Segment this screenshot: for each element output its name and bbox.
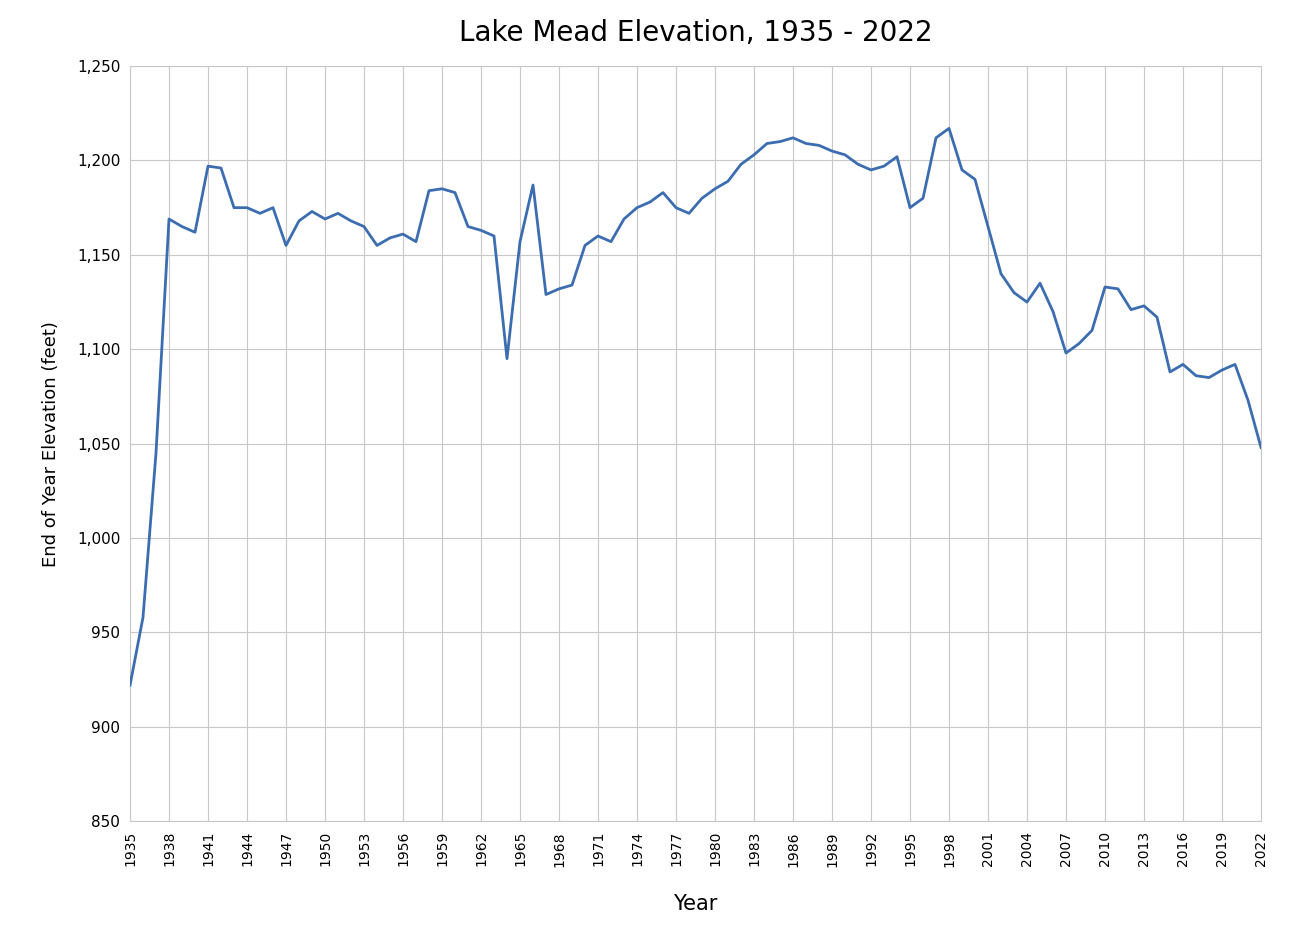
X-axis label: Year: Year bbox=[673, 894, 718, 915]
Title: Lake Mead Elevation, 1935 - 2022: Lake Mead Elevation, 1935 - 2022 bbox=[459, 19, 932, 47]
Y-axis label: End of Year Elevation (feet): End of Year Elevation (feet) bbox=[42, 321, 60, 566]
